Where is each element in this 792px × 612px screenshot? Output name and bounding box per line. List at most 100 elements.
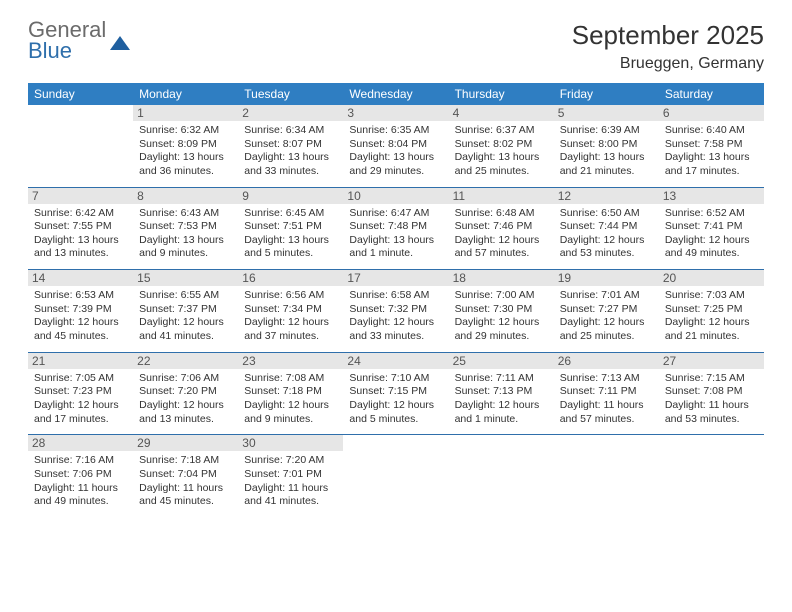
brand-blue: Blue	[28, 41, 106, 62]
day-number: 11	[449, 188, 554, 204]
calendar-cell	[28, 105, 133, 187]
calendar-cell: 26Sunrise: 7:13 AMSunset: 7:11 PMDayligh…	[554, 353, 659, 435]
sunset-line: Sunset: 7:58 PM	[665, 138, 758, 152]
calendar-cell: 11Sunrise: 6:48 AMSunset: 7:46 PMDayligh…	[449, 188, 554, 270]
day-number: 15	[133, 270, 238, 286]
daylight-line: Daylight: 13 hours	[139, 151, 232, 165]
daylight-line: Daylight: 12 hours	[455, 316, 548, 330]
daylight-line: and 33 minutes.	[349, 330, 442, 344]
page-root: General Blue September 2025 Brueggen, Ge…	[0, 0, 792, 537]
daylight-line: and 41 minutes.	[244, 495, 337, 509]
sunrise-line: Sunrise: 6:55 AM	[139, 289, 232, 303]
sunset-line: Sunset: 7:08 PM	[665, 385, 758, 399]
sunrise-line: Sunrise: 7:10 AM	[349, 372, 442, 386]
day-number: 14	[28, 270, 133, 286]
daylight-line: Daylight: 12 hours	[34, 316, 127, 330]
day-number: 1	[133, 105, 238, 121]
sunrise-line: Sunrise: 6:37 AM	[455, 124, 548, 138]
calendar-cell: 8Sunrise: 6:43 AMSunset: 7:53 PMDaylight…	[133, 188, 238, 270]
daylight-line: Daylight: 12 hours	[139, 399, 232, 413]
sunset-line: Sunset: 7:25 PM	[665, 303, 758, 317]
daylight-line: Daylight: 12 hours	[665, 316, 758, 330]
daylight-line: Daylight: 12 hours	[34, 399, 127, 413]
calendar-cell: 19Sunrise: 7:01 AMSunset: 7:27 PMDayligh…	[554, 270, 659, 352]
calendar-cell: 14Sunrise: 6:53 AMSunset: 7:39 PMDayligh…	[28, 270, 133, 352]
day-number: 9	[238, 188, 343, 204]
daylight-line: and 57 minutes.	[560, 413, 653, 427]
day-number: 7	[28, 188, 133, 204]
sunset-line: Sunset: 7:48 PM	[349, 220, 442, 234]
calendar-cell: 23Sunrise: 7:08 AMSunset: 7:18 PMDayligh…	[238, 353, 343, 435]
daylight-line: Daylight: 12 hours	[349, 399, 442, 413]
heading: September 2025 Brueggen, Germany	[572, 20, 764, 73]
day-number: 19	[554, 270, 659, 286]
sunset-line: Sunset: 7:04 PM	[139, 468, 232, 482]
calendar-cell	[343, 435, 448, 517]
sunrise-line: Sunrise: 7:08 AM	[244, 372, 337, 386]
daylight-line: and 49 minutes.	[34, 495, 127, 509]
day-number: 12	[554, 188, 659, 204]
daylight-line: Daylight: 13 hours	[455, 151, 548, 165]
calendar-cell: 9Sunrise: 6:45 AMSunset: 7:51 PMDaylight…	[238, 188, 343, 270]
daylight-line: and 53 minutes.	[560, 247, 653, 261]
daylight-line: Daylight: 11 hours	[560, 399, 653, 413]
calendar-week: 14Sunrise: 6:53 AMSunset: 7:39 PMDayligh…	[28, 270, 764, 353]
calendar-cell: 28 Sunrise: 7:16 AMSunset: 7:06 PMDayligh…	[28, 435, 133, 517]
day-number: 17	[343, 270, 448, 286]
sunrise-line: Sunrise: 6:56 AM	[244, 289, 337, 303]
daylight-line: and 45 minutes.	[139, 495, 232, 509]
sunrise-line: Sunrise: 6:53 AM	[34, 289, 127, 303]
sunset-line: Sunset: 7:23 PM	[34, 385, 127, 399]
daylight-line: Daylight: 11 hours	[34, 482, 127, 496]
calendar-cell	[449, 435, 554, 517]
sunset-line: Sunset: 7:34 PM	[244, 303, 337, 317]
day-number: 13	[659, 188, 764, 204]
calendar-cell: 6Sunrise: 6:40 AMSunset: 7:58 PMDaylight…	[659, 105, 764, 187]
calendar-cell: 17Sunrise: 6:58 AMSunset: 7:32 PMDayligh…	[343, 270, 448, 352]
sunset-line: Sunset: 7:55 PM	[34, 220, 127, 234]
daylight-line: Daylight: 11 hours	[665, 399, 758, 413]
sunset-line: Sunset: 7:41 PM	[665, 220, 758, 234]
calendar-cell: 10Sunrise: 6:47 AMSunset: 7:48 PMDayligh…	[343, 188, 448, 270]
calendar-cell: 27Sunrise: 7:15 AMSunset: 7:08 PMDayligh…	[659, 353, 764, 435]
daylight-line: Daylight: 13 hours	[560, 151, 653, 165]
daylight-line: and 9 minutes.	[244, 413, 337, 427]
calendar-cell: 12Sunrise: 6:50 AMSunset: 7:44 PMDayligh…	[554, 188, 659, 270]
sunrise-line: Sunrise: 6:58 AM	[349, 289, 442, 303]
calendar-cell: 20Sunrise: 7:03 AMSunset: 7:25 PMDayligh…	[659, 270, 764, 352]
sunset-line: Sunset: 8:02 PM	[455, 138, 548, 152]
sunrise-line: Sunrise: 7:06 AM	[139, 372, 232, 386]
day-number: 8	[133, 188, 238, 204]
sunset-line: Sunset: 7:06 PM	[34, 468, 127, 482]
sunset-line: Sunset: 7:46 PM	[455, 220, 548, 234]
daylight-line: Daylight: 12 hours	[139, 316, 232, 330]
sunset-line: Sunset: 7:44 PM	[560, 220, 653, 234]
daylight-line: and 21 minutes.	[560, 165, 653, 179]
daylight-line: and 57 minutes.	[455, 247, 548, 261]
sunrise-line: Sunrise: 7:00 AM	[455, 289, 548, 303]
day-number: 10	[343, 188, 448, 204]
dow-tuesday: Tuesday	[238, 83, 343, 105]
daylight-line: and 9 minutes.	[139, 247, 232, 261]
sunrise-line: Sunrise: 6:45 AM	[244, 207, 337, 221]
sunset-line: Sunset: 7:13 PM	[455, 385, 548, 399]
daylight-line: Daylight: 11 hours	[244, 482, 337, 496]
daylight-line: and 29 minutes.	[349, 165, 442, 179]
daylight-line: Daylight: 12 hours	[244, 316, 337, 330]
day-number: 28	[28, 435, 133, 451]
sunset-line: Sunset: 8:04 PM	[349, 138, 442, 152]
sunrise-line: Sunrise: 7:13 AM	[560, 372, 653, 386]
daylight-line: Daylight: 13 hours	[34, 234, 127, 248]
dow-thursday: Thursday	[449, 83, 554, 105]
daylight-line: Daylight: 12 hours	[349, 316, 442, 330]
calendar-week: 1Sunrise: 6:32 AMSunset: 8:09 PMDaylight…	[28, 105, 764, 188]
sunrise-line: Sunrise: 6:35 AM	[349, 124, 442, 138]
day-number: 20	[659, 270, 764, 286]
header: General Blue September 2025 Brueggen, Ge…	[28, 20, 764, 73]
sunrise-line: Sunrise: 7:16 AM	[34, 454, 127, 468]
calendar-cell	[554, 435, 659, 517]
daylight-line: and 5 minutes.	[349, 413, 442, 427]
day-number: 6	[659, 105, 764, 121]
daylight-line: Daylight: 13 hours	[349, 151, 442, 165]
daylight-line: and 53 minutes.	[665, 413, 758, 427]
